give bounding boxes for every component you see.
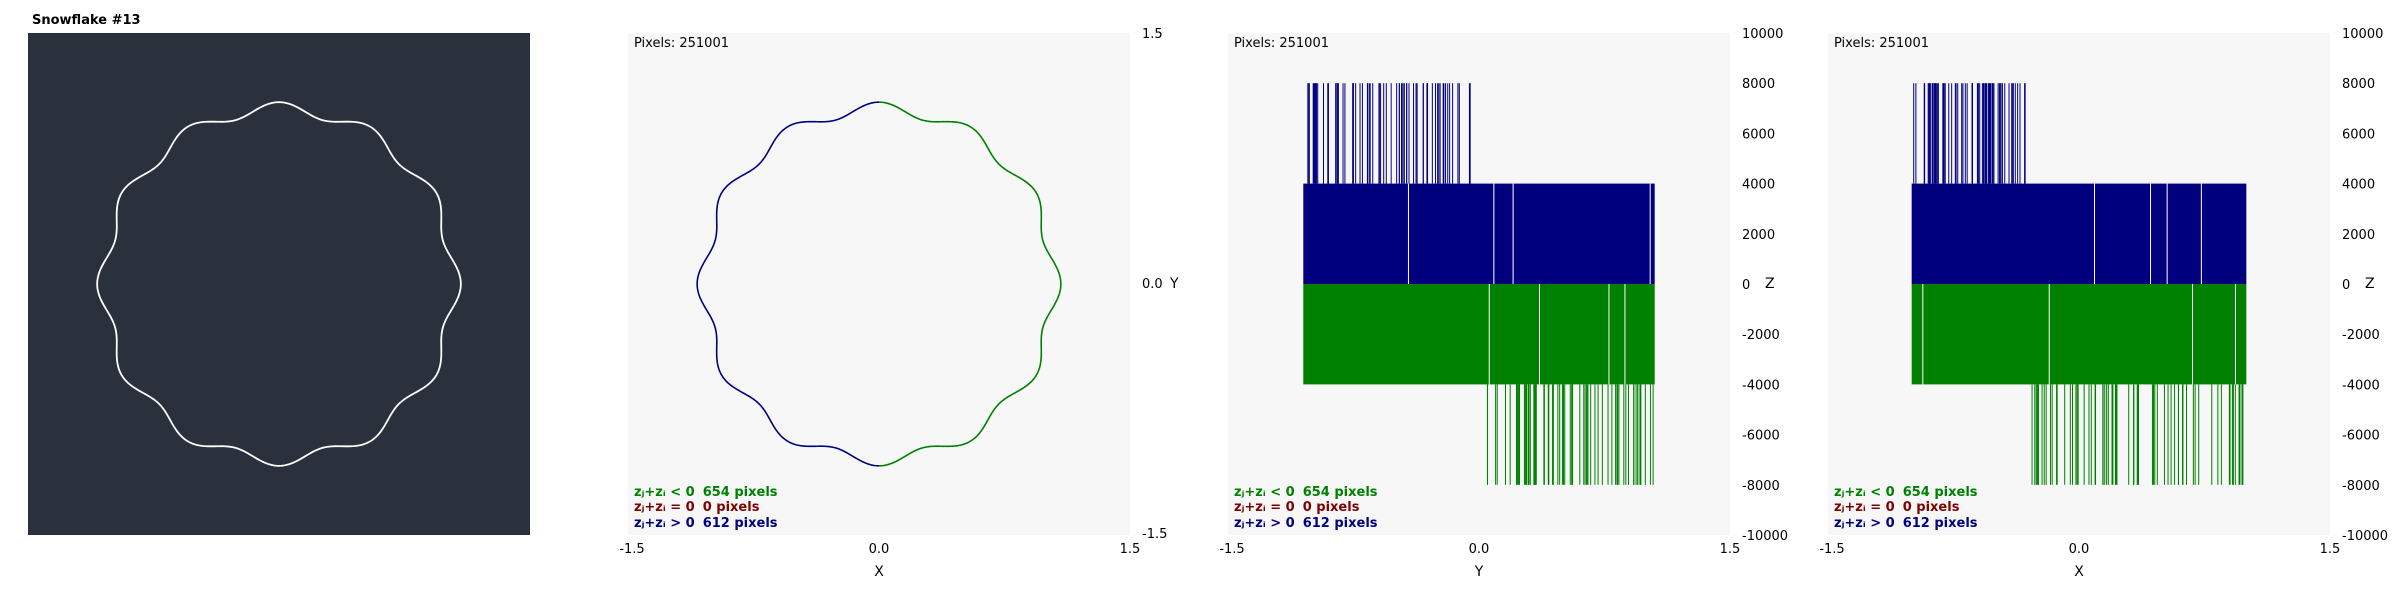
- snowflake-curve: [96, 101, 462, 467]
- panel3-xtick: 1.5: [1720, 542, 1741, 557]
- ytick-label: 8000: [1742, 77, 1775, 92]
- ytick-label: -10000: [2342, 529, 2388, 544]
- panel2-xtick: 0.0: [869, 542, 890, 557]
- ytick-label: 0: [1742, 278, 1750, 293]
- panel2-ylabel: Y: [1169, 276, 1179, 292]
- panel2-xlabel: X: [874, 564, 884, 580]
- panel4-pixels-label: Pixels: 251001: [1834, 36, 1929, 51]
- panel2-xtick: -1.5: [619, 542, 644, 557]
- panel4-xtick: 0.0: [2069, 542, 2090, 557]
- ytick-label: -10000: [1742, 529, 1788, 544]
- panel4-yticks: 10000 8000 6000 4000 2000 0 -2000 -4000 -6000 -80…: [2342, 27, 2388, 544]
- ytick-label: -2000: [2342, 328, 2380, 343]
- panel2-legend-negative: zⱼ+zᵢ < 0 654 pixels: [634, 485, 778, 500]
- ytick-label: -2000: [1742, 328, 1780, 343]
- panel4-legend-negative: zⱼ+zᵢ < 0 654 pixels: [1834, 485, 1978, 500]
- ytick-label: 10000: [1742, 27, 1783, 42]
- ytick-label: -8000: [2342, 479, 2380, 494]
- panel4-bars: [1911, 83, 2247, 485]
- panel1-title: Snowflake #13: [32, 13, 141, 28]
- panel4-legend-positive: zⱼ+zᵢ > 0 612 pixels: [1834, 516, 1978, 531]
- panel2-plot-area: [628, 33, 1130, 535]
- panel4-xtick: -1.5: [1819, 542, 1844, 557]
- bar-block-positive: [1911, 183, 2247, 284]
- ytick-label: 8000: [2342, 77, 2375, 92]
- ytick-label: 4000: [1742, 178, 1775, 193]
- ytick-label: -4000: [2342, 378, 2380, 393]
- panel3-pixels-label: Pixels: 251001: [1234, 36, 1329, 51]
- bar-block-negative: [1911, 284, 2247, 385]
- panel2-curve-positive: [696, 101, 880, 467]
- panel2-ytick: 1.5: [1142, 27, 1163, 42]
- ytick-label: 2000: [1742, 228, 1775, 243]
- panel3-bars: [1303, 83, 1655, 485]
- panel2-legend-positive: zⱼ+zᵢ > 0 612 pixels: [634, 516, 778, 531]
- bar-block-positive: [1303, 183, 1655, 284]
- bar-block-negative: [1303, 284, 1655, 385]
- panel2-ytick: 0.0: [1142, 277, 1163, 292]
- panel3-ylabel: Z: [1765, 276, 1775, 292]
- panel3-yticks: 10000 8000 6000 4000 2000 0 -2000 -4000 -6000 -80…: [1742, 27, 1788, 544]
- panel1-plot-area: [28, 33, 530, 535]
- panel3-legend-positive: zⱼ+zᵢ > 0 612 pixels: [1234, 516, 1378, 531]
- panel4-xtick: 1.5: [2320, 542, 2341, 557]
- ytick-label: 2000: [2342, 228, 2375, 243]
- panel2-ytick: -1.5: [1142, 527, 1167, 542]
- panel2-curve-negative: [878, 101, 1062, 467]
- ytick-label: 0: [2342, 278, 2350, 293]
- panel3-legend-negative: zⱼ+zᵢ < 0 654 pixels: [1234, 485, 1378, 500]
- ytick-label: 6000: [2342, 127, 2375, 142]
- panel3-xtick: -1.5: [1219, 542, 1244, 557]
- ytick-label: -4000: [1742, 378, 1780, 393]
- panel2-xtick: 1.5: [1120, 542, 1141, 557]
- panel2-pixels-label: Pixels: 251001: [634, 36, 729, 51]
- ytick-label: 10000: [2342, 27, 2383, 42]
- ytick-label: 4000: [2342, 178, 2375, 193]
- panel4-ylabel: Z: [2365, 276, 2375, 292]
- ytick-label: -6000: [1742, 429, 1780, 444]
- panel3-xlabel: Y: [1474, 564, 1484, 580]
- ytick-label: -6000: [2342, 429, 2380, 444]
- ytick-label: -8000: [1742, 479, 1780, 494]
- panel3-xtick: 0.0: [1469, 542, 1490, 557]
- ytick-label: 6000: [1742, 127, 1775, 142]
- panel4-xlabel: X: [2074, 564, 2084, 580]
